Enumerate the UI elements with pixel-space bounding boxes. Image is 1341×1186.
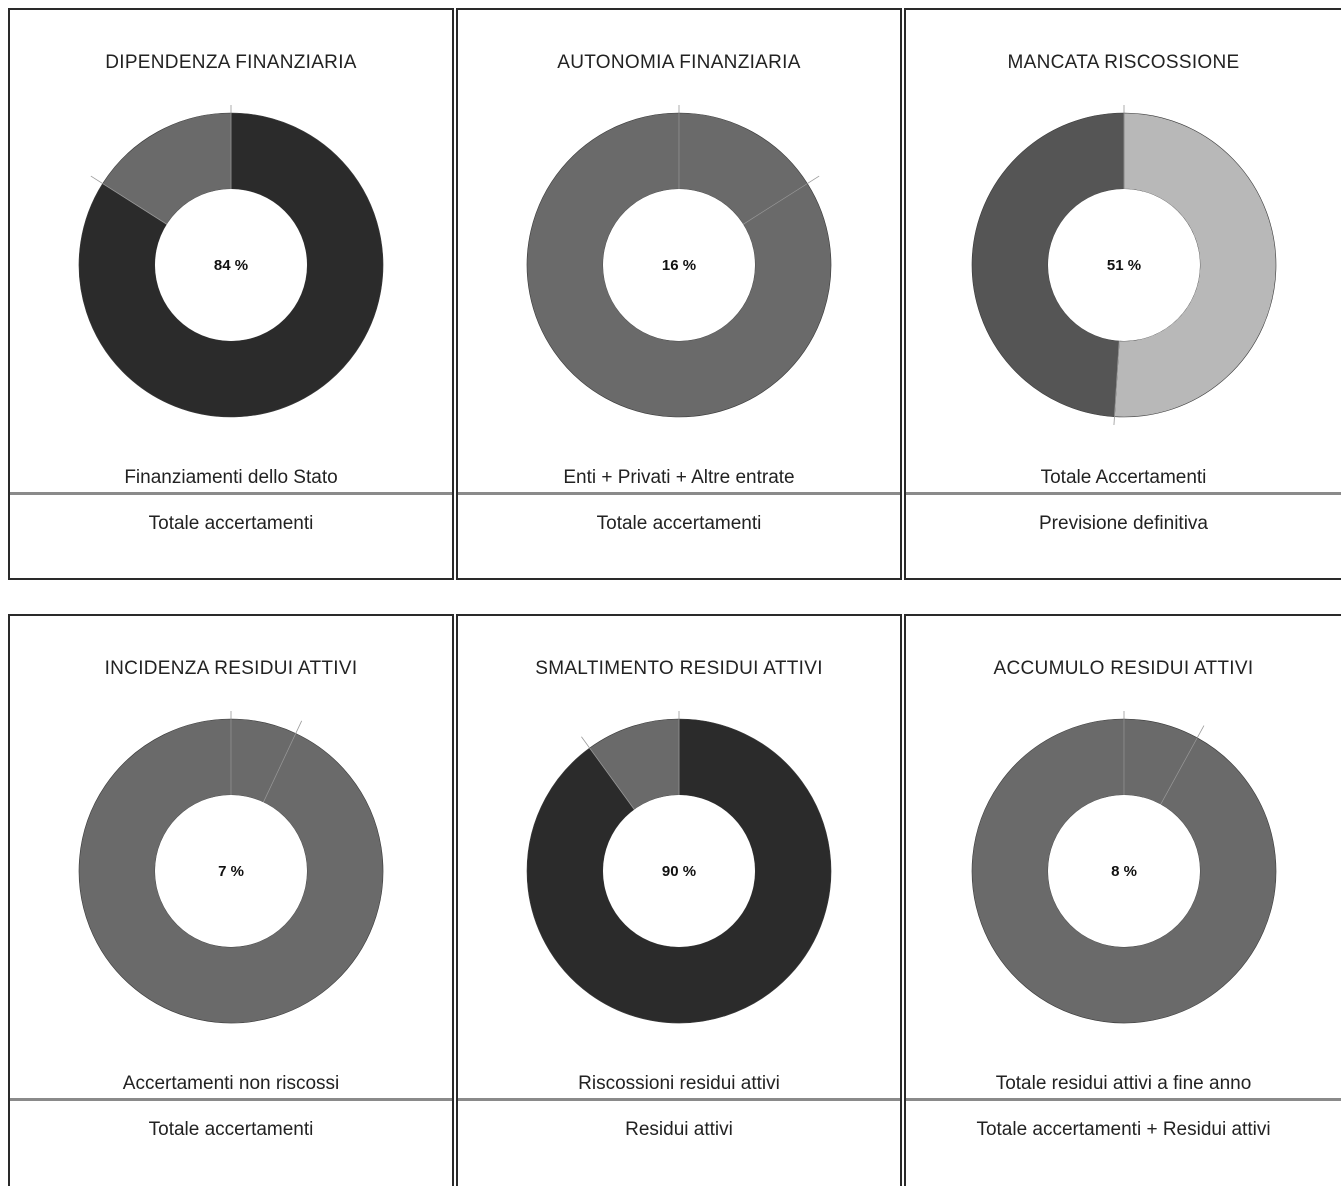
donut-hole xyxy=(155,189,307,341)
denominator-label: Previsione definitiva xyxy=(1039,513,1208,534)
denominator-label: Totale accertamenti + Residui attivi xyxy=(976,1119,1271,1140)
denominator-label: Residui attivi xyxy=(625,1119,733,1140)
fraction-divider xyxy=(10,1098,452,1101)
percent-label: 84 % xyxy=(214,257,248,274)
donut-chart: 16 % xyxy=(526,105,832,418)
donut-chart: 51 % xyxy=(971,105,1276,425)
percent-label: 90 % xyxy=(662,863,696,880)
fraction-divider xyxy=(906,492,1341,495)
denominator-label: Totale accertamenti xyxy=(596,513,762,534)
numerator-label: Accertamenti non riscossi xyxy=(122,1073,340,1094)
donut-hole xyxy=(603,189,755,341)
numerator-label: Totale residui attivi a fine anno xyxy=(995,1073,1252,1094)
chart-title: AUTONOMIA FINANZIARIA xyxy=(557,52,801,73)
donut-hole xyxy=(1047,795,1200,947)
chart-title: DIPENDENZA FINANZIARIA xyxy=(105,52,357,73)
separator-line-end xyxy=(1156,725,1204,810)
numerator-label: Riscossioni residui attivi xyxy=(578,1073,780,1094)
donut-chart: 8 % xyxy=(971,711,1276,1024)
chart-panel-incidenza-residui: INCIDENZA RESIDUI ATTIVI 7 % Accertament… xyxy=(8,614,454,1186)
fraction-divider xyxy=(458,492,900,495)
percent-label: 7 % xyxy=(218,863,244,880)
fraction-divider xyxy=(10,492,452,495)
separator-line-end xyxy=(1113,334,1120,425)
chart-title: ACCUMULO RESIDUI ATTIVI xyxy=(993,658,1254,679)
numerator-label: Enti + Privati + Altre entrate xyxy=(563,467,795,488)
donut-hole xyxy=(603,795,755,947)
denominator-label: Totale accertamenti xyxy=(148,1119,314,1140)
separator-line-end xyxy=(90,175,173,228)
separator-line-end xyxy=(260,720,303,808)
separator-line-end xyxy=(737,175,820,228)
percent-label: 51 % xyxy=(1106,257,1140,274)
donut-chart: 84 % xyxy=(78,105,384,418)
fraction-divider xyxy=(458,1098,900,1101)
denominator-label: Totale accertamenti xyxy=(148,513,314,534)
donut-hole xyxy=(1047,189,1200,341)
donut-chart: 7 % xyxy=(78,711,384,1024)
separator-line-end xyxy=(581,736,639,815)
chart-panel-dipendenza: DIPENDENZA FINANZIARIA 84 % Finanziament… xyxy=(8,8,454,580)
chart-panel-mancata-riscossione: MANCATA RISCOSSIONE 51 % Totale Accertam… xyxy=(904,8,1341,580)
percent-label: 8 % xyxy=(1111,863,1137,880)
chart-title: INCIDENZA RESIDUI ATTIVI xyxy=(104,658,358,679)
fraction-divider xyxy=(906,1098,1341,1101)
donut-hole xyxy=(155,795,307,947)
donut-chart: 90 % xyxy=(526,711,832,1024)
numerator-label: Totale Accertamenti xyxy=(1040,467,1207,488)
numerator-label: Finanziamenti dello Stato xyxy=(124,467,338,488)
percent-label: 16 % xyxy=(662,257,696,274)
chart-panel-accumulo-residui: ACCUMULO RESIDUI ATTIVI 8 % Totale resid… xyxy=(904,614,1341,1186)
chart-panel-autonomia: AUTONOMIA FINANZIARIA 16 % Enti + Privat… xyxy=(456,8,902,580)
chart-panel-smaltimento-residui: SMALTIMENTO RESIDUI ATTIVI 90 % Riscossi… xyxy=(456,614,902,1186)
chart-title: SMALTIMENTO RESIDUI ATTIVI xyxy=(535,658,823,679)
chart-title: MANCATA RISCOSSIONE xyxy=(1007,52,1240,73)
